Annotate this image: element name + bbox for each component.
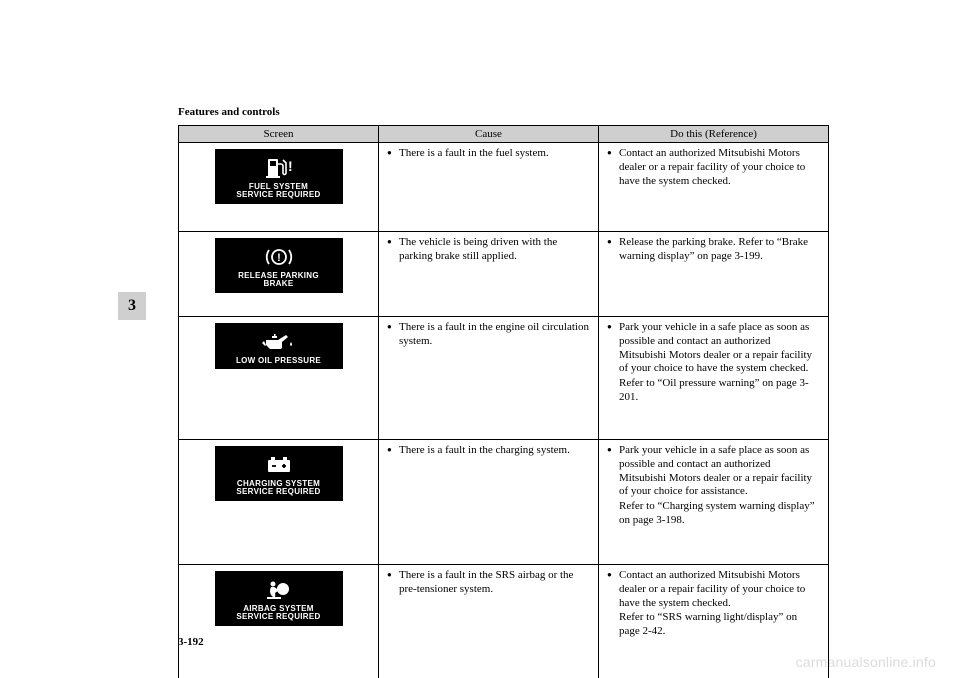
ref-sub-text: Refer to “SRS warning light/display” on … bbox=[607, 611, 820, 639]
battery-icon bbox=[265, 455, 293, 475]
cause-text: There is a fault in the charging system. bbox=[387, 444, 590, 458]
fuel-pump-icon: ! bbox=[265, 157, 293, 179]
table-row: CHARGING SYSTEM SERVICE REQUIRED There i… bbox=[179, 440, 829, 565]
table-row: LOW OIL PRESSURE There is a fault in the… bbox=[179, 317, 829, 440]
ref-text: Park your vehicle in a safe place as soo… bbox=[607, 321, 820, 376]
ref-sub-text: Refer to “Oil pressure warning” on page … bbox=[607, 377, 820, 405]
dash-display-brake: ! RELEASE PARKING BRAKE bbox=[215, 238, 343, 293]
svg-text:!: ! bbox=[277, 252, 281, 264]
ref-text: Release the parking brake. Refer to “Bra… bbox=[607, 236, 820, 264]
table-row: AIRBAG SYSTEM SERVICE REQUIRED There is … bbox=[179, 565, 829, 678]
brake-warning-icon: ! bbox=[264, 246, 294, 268]
dash-label: LOW OIL PRESSURE bbox=[219, 357, 339, 365]
dash-label: FUEL SYSTEM SERVICE REQUIRED bbox=[219, 183, 339, 200]
cause-text: There is a fault in the engine oil circu… bbox=[387, 321, 590, 349]
ref-text: Contact an authorized Mitsubishi Motors … bbox=[607, 147, 820, 188]
oil-can-icon bbox=[262, 332, 296, 352]
warning-table: Screen Cause Do this (Reference) bbox=[178, 125, 829, 678]
section-title: Features and controls bbox=[178, 106, 280, 118]
chapter-tab: 3 bbox=[118, 292, 146, 320]
col-header-screen: Screen bbox=[179, 126, 379, 143]
col-header-cause: Cause bbox=[379, 126, 599, 143]
dash-display-fuel: ! FUEL SYSTEM SERVICE REQUIRED bbox=[215, 149, 343, 204]
table-row: ! RELEASE PARKING BRAKE The vehicle is b… bbox=[179, 232, 829, 317]
ref-sub-text: Refer to “Charging system warning displa… bbox=[607, 500, 820, 528]
ref-text: Park your vehicle in a safe place as soo… bbox=[607, 444, 820, 499]
svg-text:!: ! bbox=[288, 158, 293, 174]
col-header-ref: Do this (Reference) bbox=[599, 126, 829, 143]
cause-text: There is a fault in the fuel system. bbox=[387, 147, 590, 161]
dash-label: AIRBAG SYSTEM SERVICE REQUIRED bbox=[219, 605, 339, 622]
dash-display-oil: LOW OIL PRESSURE bbox=[215, 323, 343, 369]
cause-text: There is a fault in the SRS airbag or th… bbox=[387, 569, 590, 597]
cause-text: The vehicle is being driven with the par… bbox=[387, 236, 590, 264]
ref-text: Contact an authorized Mitsubishi Motors … bbox=[607, 569, 820, 610]
dash-display-airbag: AIRBAG SYSTEM SERVICE REQUIRED bbox=[215, 571, 343, 626]
dash-label: RELEASE PARKING BRAKE bbox=[219, 272, 339, 289]
dash-display-battery: CHARGING SYSTEM SERVICE REQUIRED bbox=[215, 446, 343, 501]
airbag-icon bbox=[265, 579, 293, 601]
dash-label: CHARGING SYSTEM SERVICE REQUIRED bbox=[219, 480, 339, 497]
table-row: ! FUEL SYSTEM SERVICE REQUIRED There is … bbox=[179, 143, 829, 232]
